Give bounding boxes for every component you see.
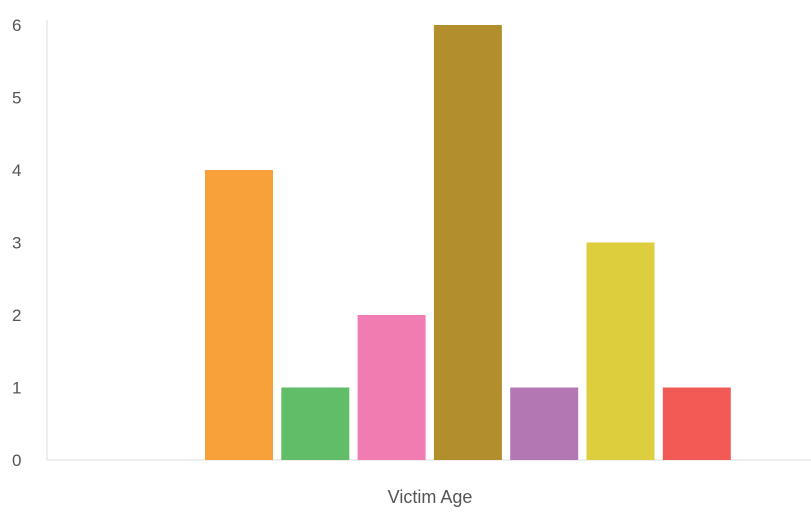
y-tick-label: 6 bbox=[12, 16, 21, 35]
y-axis-ticks: 0 1 2 3 4 5 6 bbox=[12, 16, 21, 470]
y-tick-label: 4 bbox=[12, 161, 21, 180]
bar bbox=[662, 387, 731, 460]
y-tick-label: 2 bbox=[12, 306, 21, 325]
x-axis-title: Victim Age bbox=[388, 487, 473, 507]
y-tick-label: 0 bbox=[12, 451, 21, 470]
bar bbox=[433, 25, 502, 460]
bar bbox=[586, 242, 655, 460]
bar bbox=[205, 170, 273, 460]
bars bbox=[205, 25, 731, 460]
bar bbox=[281, 387, 350, 460]
bar bbox=[510, 387, 579, 460]
y-tick-label: 5 bbox=[12, 89, 21, 108]
bar bbox=[357, 315, 426, 460]
y-tick-label: 1 bbox=[12, 379, 21, 398]
y-tick-label: 3 bbox=[12, 234, 21, 253]
